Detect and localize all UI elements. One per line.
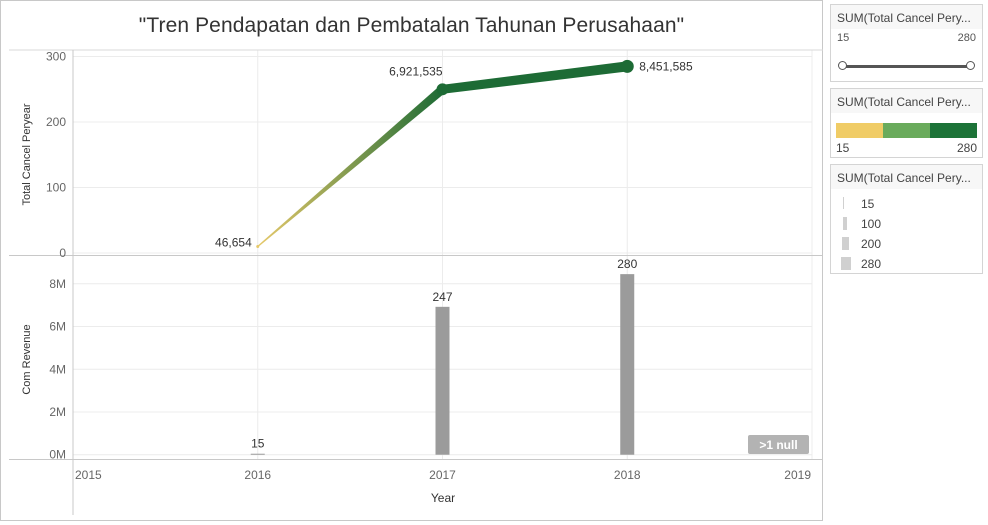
y-tick-label: 300 [46,50,66,64]
dual-axis-chart: 0 100 200 300 0M 2M 4M 6M 8M Total Cancel Peryear… [9,49,823,515]
size-legend-card: SUM(Total Cancel Pery... 15 100 200 280 [830,164,983,274]
y-tick-label: 100 [46,181,66,195]
revenue-bar [435,306,450,455]
line-point [620,59,634,73]
color-ramp-min: 15 [836,141,850,155]
range-slider-track [842,65,971,68]
color-ramp-low [836,123,883,138]
range-filter-values: 15 280 [831,29,982,47]
color-legend-card: SUM(Total Cancel Pery... 15 280 [830,88,983,158]
bar-data-label: 247 [432,290,452,304]
y-tick-label: 8M [49,277,66,291]
color-legend-title: SUM(Total Cancel Pery... [831,89,982,113]
y-tick-label: 200 [46,115,66,129]
y-tick-label: 6M [49,320,66,334]
y-axis-title: Total Cancel Peryear [21,103,33,205]
size-swatch [843,197,844,209]
null-indicator-label: >1 null [759,438,797,452]
size-swatch [842,237,849,250]
chart-title: "Tren Pendapatan dan Pembatalan Tahunan … [138,14,685,37]
size-label: 280 [861,257,882,271]
size-legend-item: 100 [831,214,982,234]
y-tick-label: 0M [49,448,66,462]
line-data-label: 6,921,535 [389,64,443,78]
color-ramp [836,123,977,138]
line-point [256,244,260,248]
color-ramp-max: 280 [956,141,977,155]
x-tick-label: 2016 [244,468,271,482]
size-swatch [843,217,847,230]
revenue-bar [620,274,635,455]
y-axis-title: Com Revenue [21,324,33,394]
size-label: 15 [861,197,875,211]
x-tick-label: 2015 [75,468,102,482]
revenue-bar [250,453,265,455]
range-slider-max-handle[interactable] [966,61,975,70]
range-filter-title: SUM(Total Cancel Pery... [831,5,982,29]
y-tick-label: 0 [59,246,66,260]
line-data-label: 8,451,585 [639,59,693,73]
cancel-trend-line-segment [441,61,628,94]
size-legend-item: 280 [831,254,982,274]
line-data-label: 46,654 [215,235,252,249]
range-slider-min-handle[interactable] [838,61,847,70]
y-tick-label: 4M [49,362,66,376]
range-filter-max: 280 [957,32,976,44]
x-tick-label: 2018 [614,468,641,482]
x-tick-label: 2017 [429,468,456,482]
range-filter-card: SUM(Total Cancel Pery... 15 280 [830,4,983,82]
line-point [436,83,449,96]
size-legend-list: 15 100 200 280 [831,189,982,274]
size-legend-title: SUM(Total Cancel Pery... [831,165,982,189]
size-legend-item: 200 [831,234,982,254]
bar-data-label: 280 [617,257,637,271]
chart-panel [0,0,823,521]
size-label: 100 [861,217,882,231]
size-label: 200 [861,237,882,251]
y-tick-label: 2M [49,405,66,419]
bar-data-label: 15 [251,437,265,451]
range-filter-min: 15 [837,32,850,44]
cancel-trend-line-segment [257,85,446,247]
x-axis-title: Year [431,491,455,505]
size-swatch [841,257,851,270]
size-legend-item: 15 [831,194,982,214]
color-ramp-high [930,123,977,138]
range-slider[interactable] [838,61,975,71]
x-tick-label: 2019 [784,468,811,482]
null-indicator-badge [748,435,809,454]
color-ramp-mid [883,123,930,138]
